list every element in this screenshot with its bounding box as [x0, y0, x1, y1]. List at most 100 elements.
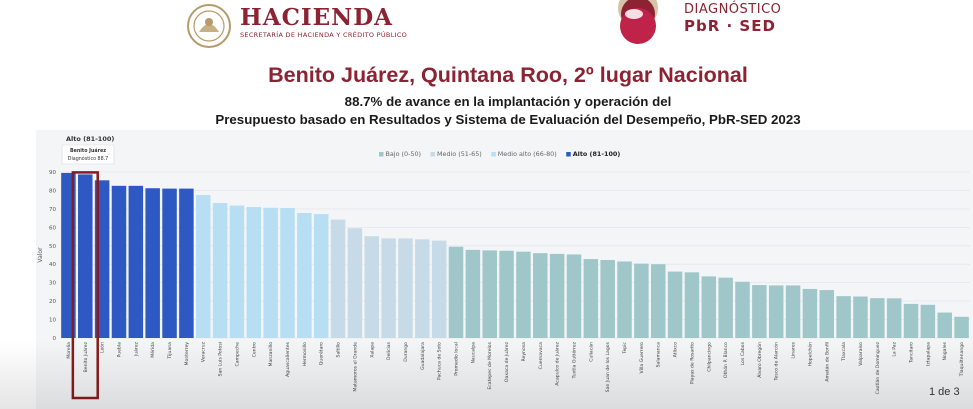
bar[interactable]: [886, 298, 902, 338]
subheadline-2: Presupuesto basado en Resultados y Siste…: [215, 112, 801, 127]
x-tick-label: Playas de Rosarito: [689, 342, 695, 384]
x-tick-label: Valparaíso: [857, 342, 864, 366]
bar[interactable]: [313, 214, 329, 338]
legend-label[interactable]: Alto (81-100): [573, 150, 621, 158]
bar[interactable]: [431, 240, 447, 338]
legend: Bajo (0-50) Medio (51-65) Medio alto (66-8…: [379, 150, 620, 158]
bar[interactable]: [903, 303, 919, 338]
x-tick-label: Campeche: [234, 342, 240, 367]
bar[interactable]: [347, 228, 363, 338]
bar[interactable]: [853, 296, 868, 339]
bar[interactable]: [583, 259, 599, 338]
bar[interactable]: [701, 276, 717, 338]
bar[interactable]: [549, 253, 565, 338]
x-tick-label: Puebla: [116, 342, 122, 358]
legend-label[interactable]: Medio (51-65): [437, 150, 482, 158]
bar[interactable]: [785, 285, 801, 338]
bar[interactable]: [381, 238, 396, 338]
x-tick-label: Tuxtla Gutiérrez: [570, 341, 577, 379]
x-tick-label: Nogales: [942, 341, 948, 360]
y-tick-label: 30: [49, 281, 56, 287]
x-tick-label: Juárez: [132, 341, 139, 357]
bar[interactable]: [684, 272, 700, 338]
highlight-box: [71, 171, 99, 400]
tooltip-value: Diagnóstico 88.7: [68, 155, 108, 162]
bar[interactable]: [802, 288, 818, 338]
x-tick-label: Othón P. Blanco: [722, 342, 729, 378]
bar[interactable]: [617, 261, 632, 338]
bar[interactable]: [162, 188, 177, 338]
x-tick-label: Reynosa: [521, 342, 527, 362]
x-tick-label: Tlaquiltenango: [959, 342, 965, 377]
bar[interactable]: [448, 246, 464, 338]
bar[interactable]: [937, 312, 952, 338]
legend-label[interactable]: Bajo (0-50): [386, 150, 422, 158]
y-tick-label: 70: [49, 207, 56, 213]
bar[interactable]: [735, 281, 750, 338]
legend-label[interactable]: Medio alto (66-80): [498, 150, 557, 158]
hacienda-subtitle: SECRETARÍA DE HACIENDA Y CRÉDITO PÚBLICO: [240, 31, 408, 39]
bar[interactable]: [819, 290, 835, 338]
grid-lines: [60, 171, 970, 339]
x-tick-label: Linares: [791, 341, 797, 358]
x-tick-label: Amatán de Bonfil: [823, 342, 830, 382]
bar[interactable]: [229, 205, 245, 338]
bar[interactable]: [212, 202, 228, 338]
x-tick-label: Guadalajara: [420, 342, 426, 370]
y-tick-label: 60: [49, 225, 56, 231]
bar[interactable]: [566, 254, 582, 338]
x-tick-label: Manzanillo: [268, 342, 274, 367]
bar[interactable]: [330, 219, 346, 338]
bar[interactable]: [280, 207, 295, 338]
bar[interactable]: [533, 253, 548, 338]
bar[interactable]: [667, 271, 683, 338]
bar[interactable]: [954, 316, 969, 338]
tooltip-title: Alto (81-100): [66, 135, 114, 143]
y-tick-label: 50: [49, 244, 56, 250]
bar[interactable]: [718, 277, 733, 338]
bar[interactable]: [634, 263, 649, 338]
bar[interactable]: [465, 249, 481, 338]
bar[interactable]: [482, 250, 497, 338]
subheadline-1: 88.7% de avance en la implantación y ope…: [344, 94, 672, 109]
y-tick-label: 40: [49, 262, 56, 268]
bar[interactable]: [195, 195, 211, 338]
bar[interactable]: [768, 285, 784, 338]
x-tick-label: Tepic: [622, 342, 628, 355]
x-tick-label: Chilpancingo: [706, 342, 712, 372]
pbr-sed-logo-icon: [618, 0, 658, 44]
bar[interactable]: [111, 185, 127, 338]
x-tick-label: San Luis Potosí: [217, 341, 224, 376]
x-tick-label: Villa Guerrero: [639, 342, 645, 374]
bar[interactable]: [128, 185, 144, 338]
bar[interactable]: [650, 264, 666, 338]
x-tick-label: Delicias: [386, 341, 392, 360]
bar[interactable]: [398, 238, 413, 338]
tooltip-box: [61, 144, 115, 165]
bar[interactable]: [600, 259, 615, 338]
bar[interactable]: [145, 188, 160, 338]
bar[interactable]: [920, 304, 936, 338]
bar[interactable]: [263, 207, 278, 338]
bar[interactable]: [752, 285, 767, 338]
x-tick-label: Salamanca: [656, 342, 662, 368]
bar[interactable]: [78, 174, 93, 338]
x-tick-label: Tesco de Alarcón: [773, 342, 780, 382]
bar[interactable]: [246, 207, 262, 338]
hacienda-seal-icon: [187, 4, 231, 48]
tooltip-name: Benito Juárez: [70, 147, 106, 154]
bar[interactable]: [297, 212, 312, 338]
chart-panel: Valor 0 10 20 30 40 50 60 70 80 90 Morelia Benito …: [36, 130, 973, 409]
bar[interactable]: [415, 239, 430, 338]
bar[interactable]: [179, 188, 194, 338]
x-tick-label: Querétaro: [318, 342, 325, 365]
x-tick-label: Oaxaca de Juárez: [503, 341, 510, 382]
x-tick-label: Xalapa: [369, 342, 375, 358]
x-tick-label: Tlaxcala: [841, 342, 847, 362]
bar[interactable]: [836, 296, 851, 338]
bar[interactable]: [516, 251, 531, 338]
x-tick-label: Centro: [251, 342, 257, 358]
bar[interactable]: [364, 236, 380, 338]
bar[interactable]: [499, 250, 514, 338]
bar[interactable]: [870, 298, 885, 338]
